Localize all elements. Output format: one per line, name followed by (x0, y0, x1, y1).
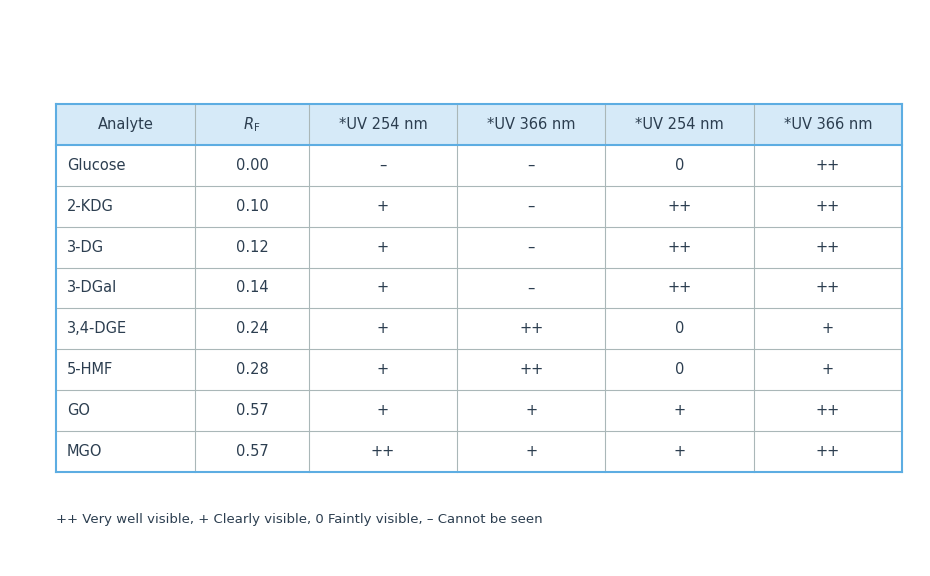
Text: ++: ++ (371, 444, 395, 459)
Text: ++: ++ (519, 321, 543, 336)
Text: ++: ++ (816, 158, 840, 173)
Text: +: + (822, 362, 834, 377)
Text: ++: ++ (816, 403, 840, 418)
Text: +: + (673, 444, 685, 459)
Text: 0.14: 0.14 (236, 281, 269, 295)
Text: 3,4-DGE: 3,4-DGE (67, 321, 127, 336)
Text: 0.00: 0.00 (235, 158, 269, 173)
Text: 0: 0 (675, 321, 684, 336)
Text: GO: GO (67, 403, 90, 418)
Text: ++: ++ (668, 240, 692, 255)
Text: ++: ++ (816, 199, 840, 214)
Text: +: + (377, 403, 389, 418)
Text: Glucose: Glucose (67, 158, 126, 173)
Text: –: – (527, 158, 535, 173)
Text: $R_{\mathrm{F}}$: $R_{\mathrm{F}}$ (244, 115, 260, 134)
Text: +: + (673, 403, 685, 418)
Text: ++ Very well visible, + Clearly visible, 0 Faintly visible, – Cannot be seen: ++ Very well visible, + Clearly visible,… (56, 513, 542, 526)
FancyBboxPatch shape (56, 104, 902, 145)
Text: 0.57: 0.57 (235, 444, 269, 459)
Text: 3-DG: 3-DG (67, 240, 104, 255)
Text: +: + (377, 321, 389, 336)
Text: –: – (527, 281, 535, 295)
Text: –: – (379, 158, 387, 173)
Text: 0.28: 0.28 (235, 362, 269, 377)
Text: *UV 366 nm: *UV 366 nm (487, 117, 576, 132)
Text: +: + (525, 444, 538, 459)
Text: *UV 254 nm: *UV 254 nm (339, 117, 428, 132)
Text: +: + (822, 321, 834, 336)
Text: ++: ++ (816, 444, 840, 459)
Text: –: – (527, 240, 535, 255)
Text: –: – (527, 199, 535, 214)
Text: +: + (377, 199, 389, 214)
Text: 0: 0 (675, 362, 684, 377)
Text: 0: 0 (675, 158, 684, 173)
Text: 2-KDG: 2-KDG (67, 199, 113, 214)
Text: 0.24: 0.24 (235, 321, 269, 336)
Text: ++: ++ (668, 199, 692, 214)
Text: 0.57: 0.57 (235, 403, 269, 418)
Text: +: + (377, 240, 389, 255)
Text: Analyte: Analyte (98, 117, 153, 132)
Text: *UV 254 nm: *UV 254 nm (635, 117, 724, 132)
Text: ++: ++ (519, 362, 543, 377)
Text: ++: ++ (668, 281, 692, 295)
Text: +: + (377, 362, 389, 377)
Text: +: + (525, 403, 538, 418)
Text: 3-DGal: 3-DGal (67, 281, 117, 295)
Text: 5-HMF: 5-HMF (67, 362, 113, 377)
Text: 0.12: 0.12 (235, 240, 269, 255)
Text: +: + (377, 281, 389, 295)
Text: 0.10: 0.10 (235, 199, 269, 214)
Text: ++: ++ (816, 240, 840, 255)
Text: ++: ++ (816, 281, 840, 295)
Text: *UV 366 nm: *UV 366 nm (784, 117, 872, 132)
Text: MGO: MGO (67, 444, 102, 459)
